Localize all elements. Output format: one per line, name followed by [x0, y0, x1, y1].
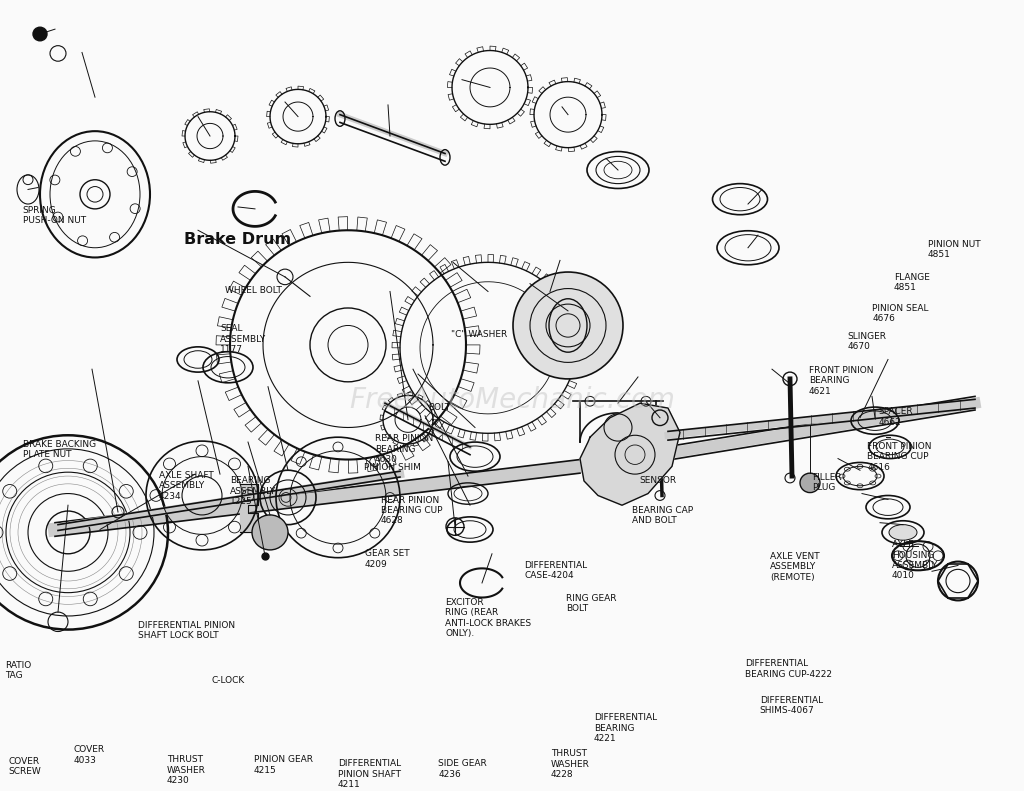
Polygon shape	[240, 484, 258, 532]
Text: Brake Drum: Brake Drum	[184, 232, 292, 247]
Text: GEAR SET
4209: GEAR SET 4209	[365, 550, 410, 569]
Text: DIFFERENTIAL
BEARING CUP-4222: DIFFERENTIAL BEARING CUP-4222	[745, 660, 833, 679]
Polygon shape	[580, 403, 680, 505]
Text: FILLER
PLUG: FILLER PLUG	[812, 473, 842, 492]
Ellipse shape	[889, 524, 918, 540]
Text: PINION SEAL
4676: PINION SEAL 4676	[872, 304, 929, 323]
Text: DIFFERENTIAL
PINION SHAFT
4211: DIFFERENTIAL PINION SHAFT 4211	[338, 759, 401, 789]
Text: SPACER
4662: SPACER 4662	[879, 407, 913, 426]
Text: DIFFERENTIAL PINION
SHAFT LOCK BOLT: DIFFERENTIAL PINION SHAFT LOCK BOLT	[138, 621, 236, 641]
Text: FRONT PINION
BEARING CUP
4616: FRONT PINION BEARING CUP 4616	[867, 442, 932, 471]
Text: PINION GEAR
4215: PINION GEAR 4215	[254, 755, 313, 775]
Text: BEARING
ASSEMBLY
1225: BEARING ASSEMBLY 1225	[230, 476, 276, 506]
Text: PINION SHIM: PINION SHIM	[364, 463, 421, 471]
Text: REAR PINION
BEARING
4630: REAR PINION BEARING 4630	[375, 434, 433, 464]
Text: SPRING
PUSH-ON NUT: SPRING PUSH-ON NUT	[23, 206, 86, 225]
Text: FRONT PINION
BEARING
4621: FRONT PINION BEARING 4621	[809, 365, 873, 396]
Text: FreeAutoMechanic.com: FreeAutoMechanic.com	[349, 386, 675, 414]
Text: REAR PINION
BEARING CUP
4628: REAR PINION BEARING CUP 4628	[381, 496, 442, 525]
Text: FLANGE
4851: FLANGE 4851	[894, 273, 930, 292]
Text: AXLE
HOUSING
ASSEMBLY
4010: AXLE HOUSING ASSEMBLY 4010	[892, 540, 938, 581]
Text: C-LOCK: C-LOCK	[212, 676, 245, 685]
Circle shape	[252, 515, 288, 550]
Text: SIDE GEAR
4236: SIDE GEAR 4236	[438, 759, 487, 778]
Circle shape	[33, 27, 47, 41]
Text: SLINGER
4670: SLINGER 4670	[848, 332, 887, 351]
Text: COVER
SCREW: COVER SCREW	[8, 757, 41, 777]
Text: COVER
4033: COVER 4033	[74, 745, 104, 765]
Text: SEAL
ASSEMBLY
1177: SEAL ASSEMBLY 1177	[220, 324, 266, 354]
Text: SENSOR: SENSOR	[639, 476, 676, 486]
Text: THRUST
WASHER
4230: THRUST WASHER 4230	[167, 755, 206, 785]
Text: AXLE SHAFT
ASSEMBLY
4234: AXLE SHAFT ASSEMBLY 4234	[159, 471, 213, 501]
Text: DIFFERENTIAL
SHIMS-4067: DIFFERENTIAL SHIMS-4067	[760, 695, 823, 715]
Text: "C" WASHER: "C" WASHER	[451, 331, 507, 339]
Text: DIFFERENTIAL
BEARING
4221: DIFFERENTIAL BEARING 4221	[594, 713, 657, 743]
Text: RATIO
TAG: RATIO TAG	[5, 661, 32, 680]
Text: EXCITOR
RING (REAR
ANTI-LOCK BRAKES
ONLY).: EXCITOR RING (REAR ANTI-LOCK BRAKES ONLY…	[445, 598, 531, 638]
Text: DIFFERENTIAL
CASE-4204: DIFFERENTIAL CASE-4204	[524, 561, 588, 581]
Circle shape	[513, 272, 623, 379]
Text: RING GEAR
BOLT: RING GEAR BOLT	[566, 594, 616, 614]
Text: BEARING CAP
AND BOLT: BEARING CAP AND BOLT	[632, 505, 693, 525]
Circle shape	[800, 473, 820, 493]
Text: PINION NUT
4851: PINION NUT 4851	[928, 240, 980, 259]
Text: WHEEL BOLT: WHEEL BOLT	[225, 286, 283, 295]
Text: BRAKE BACKING
PLATE NUT: BRAKE BACKING PLATE NUT	[23, 440, 95, 459]
Text: THRUST
WASHER
4228: THRUST WASHER 4228	[551, 749, 590, 779]
Text: AXLE VENT
ASSEMBLY
(REMOTE): AXLE VENT ASSEMBLY (REMOTE)	[770, 552, 819, 581]
Text: BOLT: BOLT	[428, 403, 451, 412]
